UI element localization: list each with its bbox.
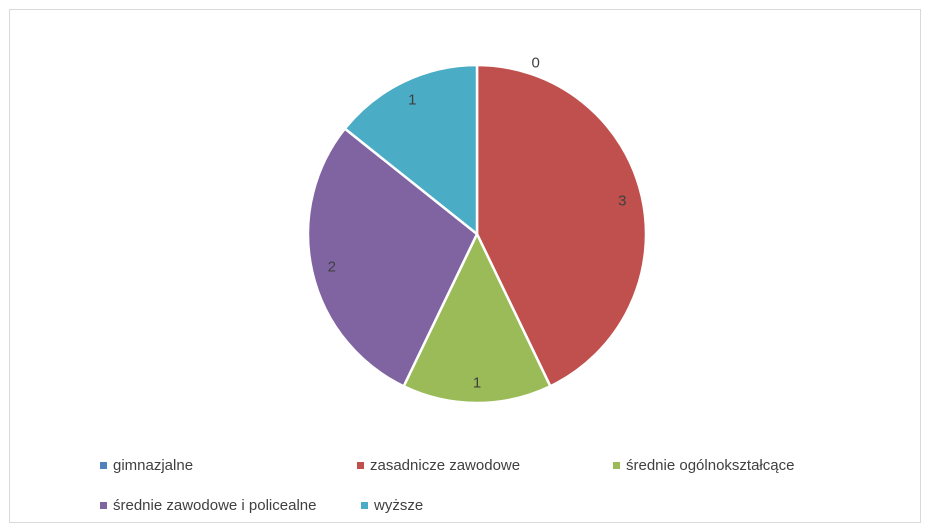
data-label-4: 1	[408, 91, 416, 108]
data-label-2: 1	[473, 375, 481, 392]
data-label-3: 2	[328, 259, 336, 276]
pie-slice--rednie-og-lnokszta-c-ce	[402, 232, 552, 405]
data-label-0: 0	[531, 54, 539, 71]
data-label-1: 3	[618, 192, 626, 209]
pie-slice-zasadnicze-zawodowe	[475, 63, 648, 388]
pie-slice--rednie-zawodowe-i-policealne	[306, 127, 479, 388]
pie-slice-wy-sze	[343, 63, 479, 236]
